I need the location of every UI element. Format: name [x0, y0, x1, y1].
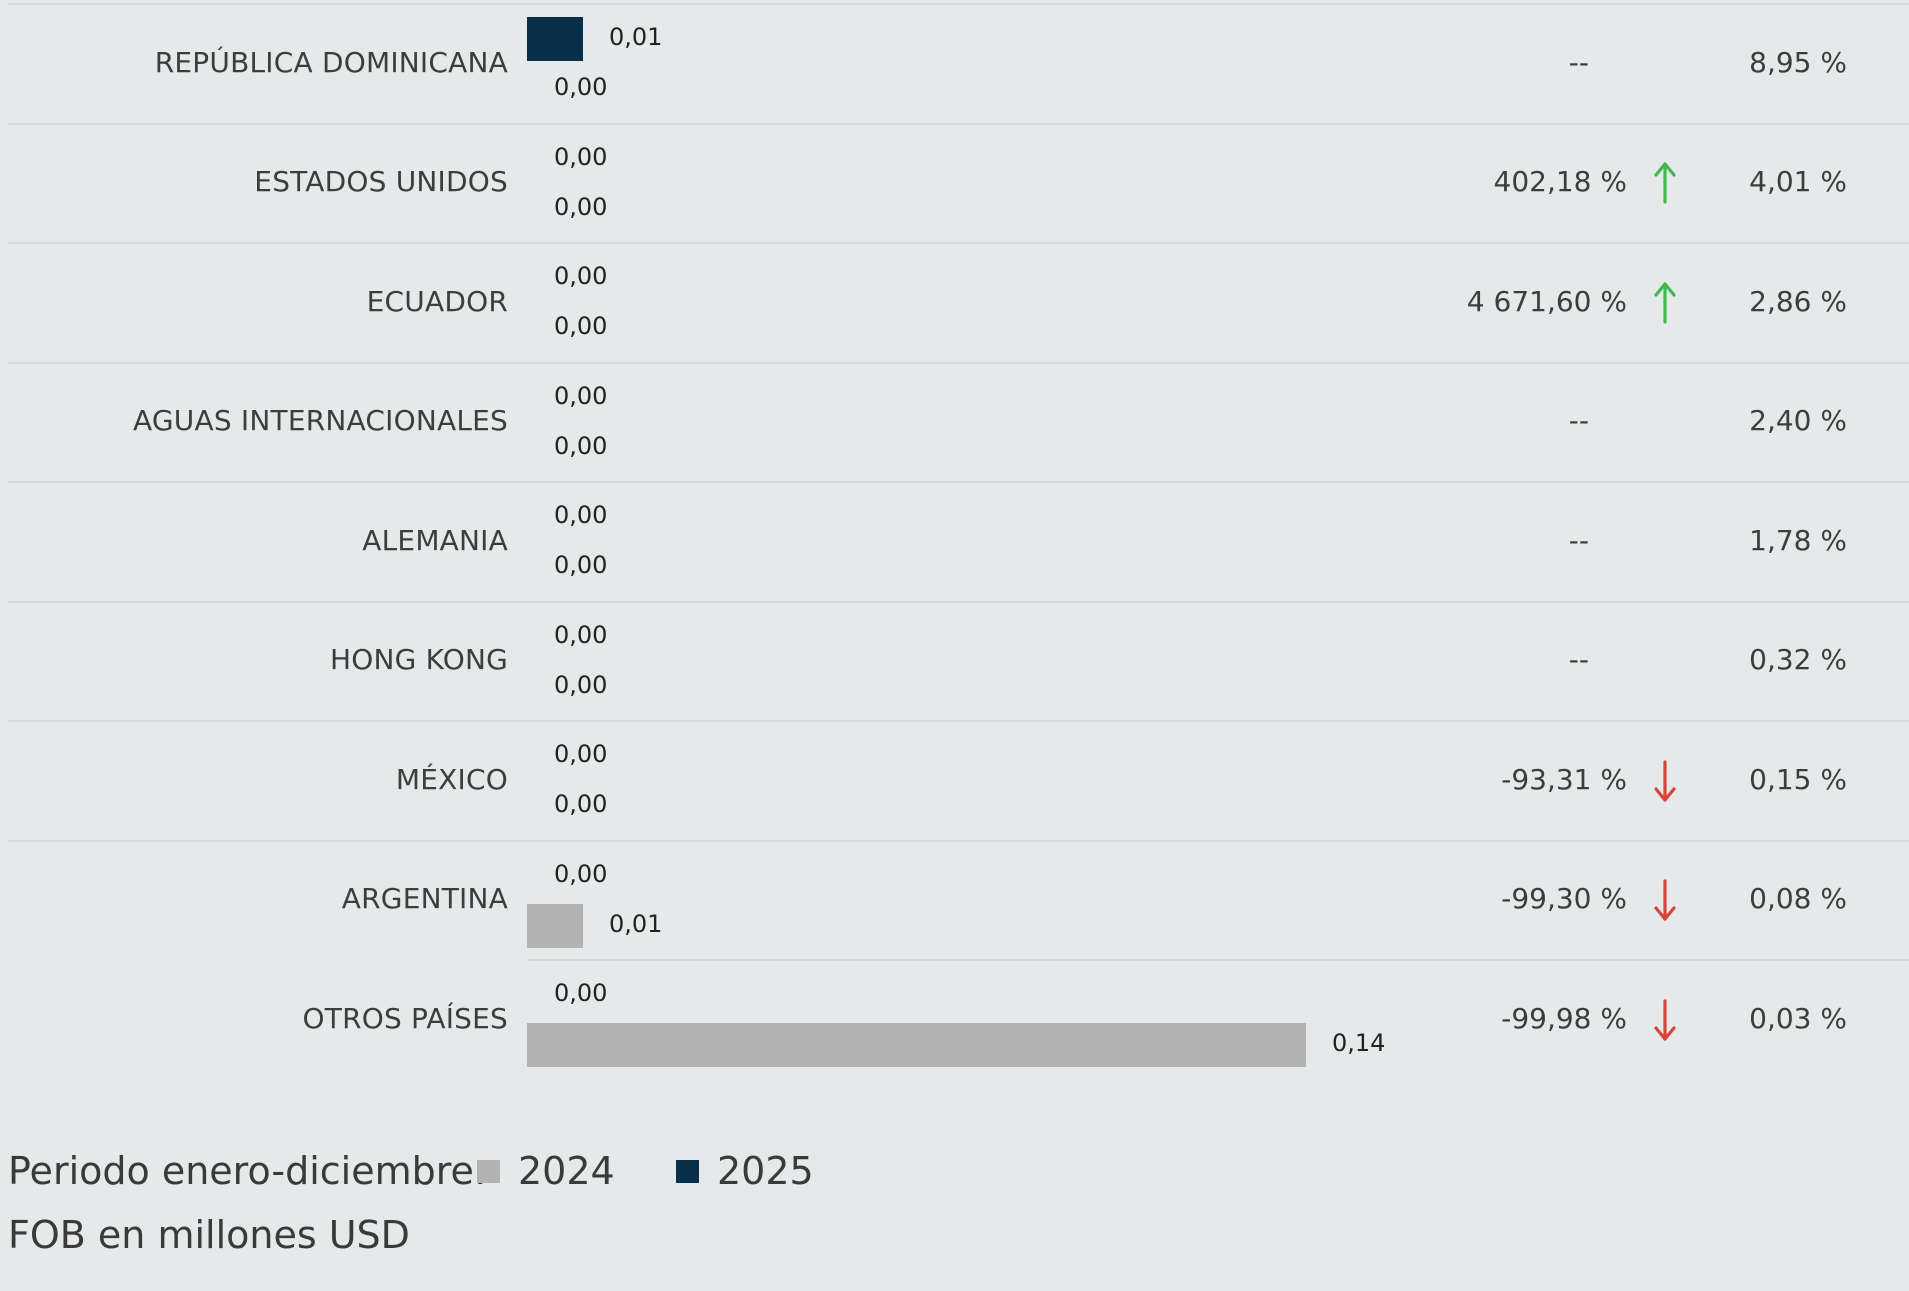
variation-value: 402,18 % [1493, 165, 1627, 199]
country-label: HONG KONG [330, 643, 508, 677]
legend-label-2025: 2025 [717, 1149, 814, 1193]
bar-2024 [527, 903, 583, 948]
value-label-2025: 0,00 [554, 142, 608, 171]
share-value: 0,08 % [1749, 882, 1847, 916]
share-value: 0,15 % [1749, 762, 1847, 796]
variation-value: -- [1568, 404, 1589, 438]
arrow-down-icon [1654, 879, 1676, 921]
variation-value: -99,98 % [1501, 1001, 1627, 1035]
value-label-2025: 0,00 [554, 620, 608, 649]
variation-value: -99,30 % [1501, 882, 1627, 916]
country-label: AGUAS INTERNACIONALES [133, 404, 508, 438]
share-value: 4,01 % [1749, 165, 1847, 199]
value-label-2024: 0,14 [1332, 1029, 1386, 1057]
bar-2025 [527, 17, 583, 61]
share-value: 2,40 % [1749, 404, 1847, 438]
country-label: MÉXICO [395, 762, 508, 796]
country-label: ESTADOS UNIDOS [254, 165, 508, 199]
bar-2024 [527, 1023, 1306, 1067]
arrow-up-icon [1654, 162, 1676, 204]
value-label-2024: 0,01 [609, 909, 663, 938]
arrow-down-icon [1654, 999, 1676, 1041]
value-label-2024: 0,00 [554, 790, 608, 818]
value-label-2024: 0,00 [554, 312, 608, 340]
share-value: 8,95 % [1749, 45, 1847, 79]
value-label-2024: 0,00 [554, 73, 608, 101]
value-label-2025: 0,00 [554, 859, 608, 888]
value-label-2025: 0,00 [554, 979, 608, 1007]
row-divider [527, 959, 1909, 961]
value-label-2025: 0,00 [554, 501, 608, 529]
variation-value: 4 671,60 % [1466, 284, 1627, 318]
row-divider [8, 122, 1909, 125]
unit-note: FOB en millones USD [8, 1213, 410, 1257]
country-label: REPÚBLICA DOMINICANA [154, 45, 508, 79]
share-value: 0,03 % [1749, 1001, 1847, 1035]
row-divider [8, 600, 1909, 603]
variation-value: -93,31 % [1501, 762, 1627, 796]
row-divider [8, 839, 1909, 842]
country-label: ECUADOR [366, 284, 508, 318]
share-value: 2,86 % [1749, 284, 1847, 318]
arrow-up-icon [1654, 282, 1676, 324]
country-label: ALEMANIA [362, 523, 508, 557]
row-divider [8, 3, 1909, 5]
arrow-down-icon [1654, 760, 1676, 802]
value-label-2024: 0,00 [554, 670, 608, 699]
value-label-2025: 0,00 [554, 740, 608, 768]
row-divider [8, 481, 1909, 483]
legend-label-2024: 2024 [518, 1149, 615, 1193]
legend-swatch-2025 [676, 1160, 699, 1183]
value-label-2024: 0,00 [554, 192, 608, 221]
row-divider [8, 361, 1909, 364]
share-value: 1,78 % [1749, 523, 1847, 557]
legend-swatch-2024 [477, 1160, 500, 1183]
country-label: OTROS PAÍSES [302, 1001, 508, 1035]
country-label: ARGENTINA [341, 882, 508, 916]
value-label-2024: 0,00 [554, 551, 608, 579]
value-label-2025: 0,00 [554, 381, 608, 410]
row-divider [8, 720, 1909, 722]
variation-value: -- [1568, 523, 1589, 557]
share-value: 0,32 % [1749, 643, 1847, 677]
value-label-2025: 0,00 [554, 262, 608, 290]
variation-value: -- [1568, 643, 1589, 677]
value-label-2024: 0,00 [554, 431, 608, 460]
value-label-2025: 0,01 [609, 23, 663, 51]
variation-value: -- [1568, 45, 1589, 79]
row-divider [8, 242, 1909, 244]
legend-title: Periodo enero-diciembre: [8, 1149, 487, 1193]
